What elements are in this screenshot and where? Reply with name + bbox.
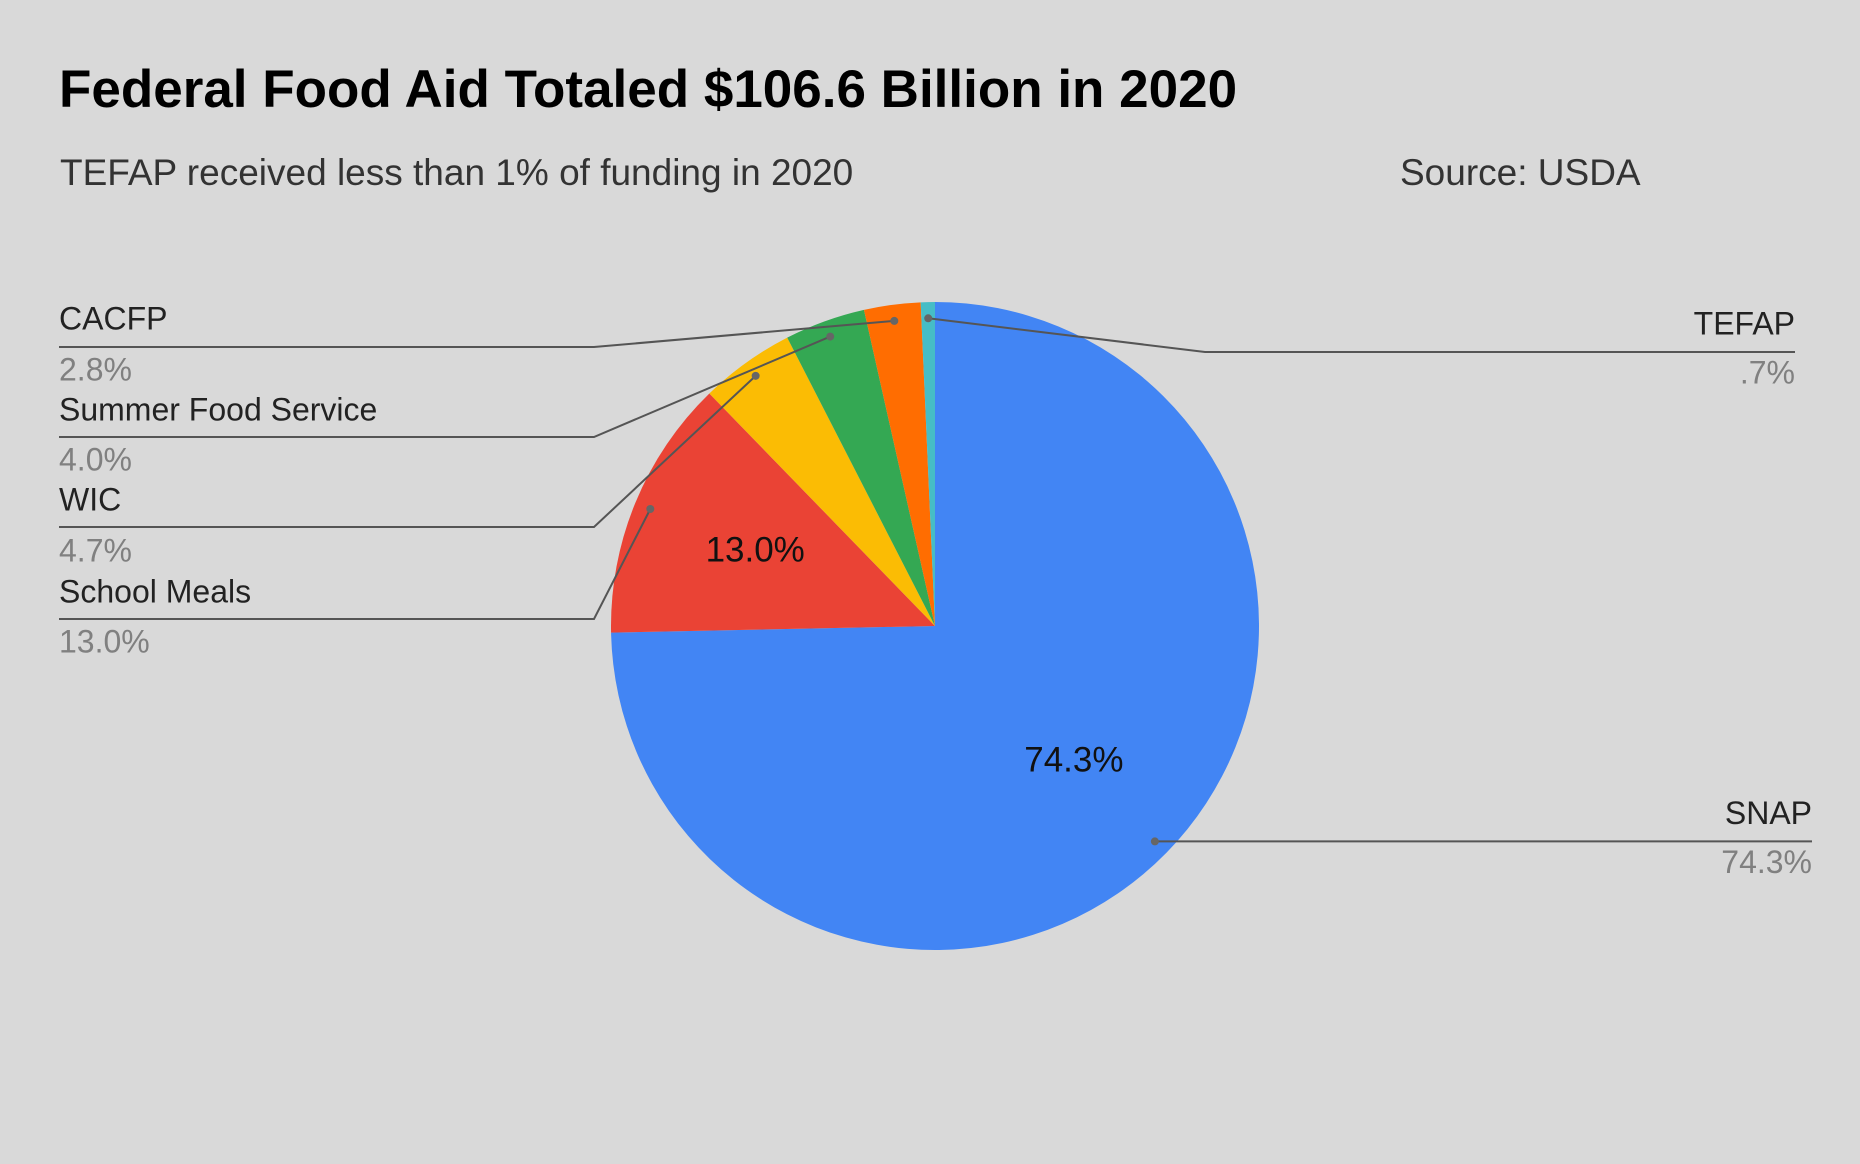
category-label: WIC <box>59 481 121 517</box>
value-label: .7% <box>1740 354 1795 390</box>
category-label: Summer Food Service <box>59 391 377 427</box>
pie-slice <box>709 337 935 626</box>
leader-dot <box>890 316 899 325</box>
pie-slice <box>611 302 1260 950</box>
leader-line <box>928 317 1795 353</box>
leader-dot <box>1150 837 1159 846</box>
pie-slice <box>787 309 935 626</box>
leader-dot <box>924 314 933 323</box>
category-label: CACFP <box>59 300 167 336</box>
value-label: 4.7% <box>59 532 132 568</box>
leader-dot <box>751 371 760 380</box>
slice-label: 13.0% <box>706 530 805 569</box>
value-label: 74.3% <box>1721 844 1812 880</box>
leader-dot <box>826 332 835 341</box>
pie-slice <box>920 302 935 626</box>
chart-source: Source: USDA <box>1400 152 1641 193</box>
chart-title: Federal Food Aid Totaled $106.6 Billion … <box>59 60 1237 119</box>
category-label: School Meals <box>59 573 251 609</box>
value-label: 2.8% <box>59 351 132 387</box>
category-label: SNAP <box>1725 795 1812 831</box>
pie-slice <box>611 393 935 633</box>
leader-line <box>59 319 895 348</box>
pie-slice <box>863 302 935 626</box>
leader-line <box>59 335 831 438</box>
leader-dot <box>646 504 655 513</box>
leader-line <box>59 508 652 620</box>
value-label: 4.0% <box>59 441 132 477</box>
category-label: TEFAP <box>1694 305 1795 341</box>
slice-label: 74.3% <box>1024 740 1123 779</box>
value-label: 13.0% <box>59 623 150 659</box>
chart-subtitle: TEFAP received less than 1% of funding i… <box>60 152 853 193</box>
leader-line <box>59 375 757 528</box>
